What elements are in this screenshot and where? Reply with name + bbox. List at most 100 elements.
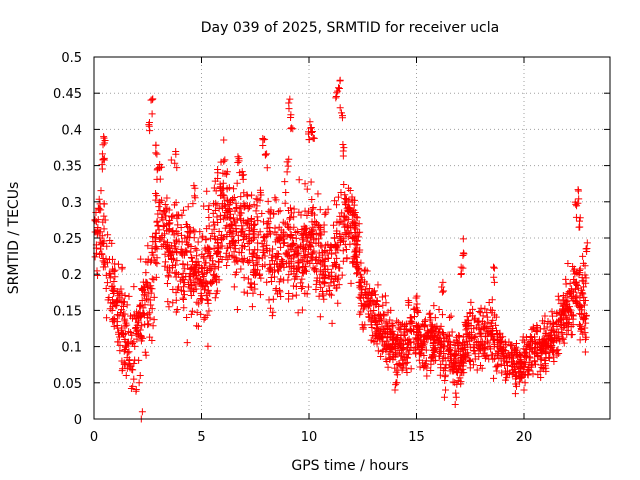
data-point (171, 261, 179, 269)
data-point (252, 195, 260, 203)
data-point (108, 307, 116, 315)
data-point (147, 96, 155, 104)
data-point (218, 200, 226, 208)
data-point (172, 289, 180, 297)
data-point (172, 308, 180, 316)
x-tick-label: 10 (301, 430, 318, 445)
data-point (573, 299, 581, 307)
data-point (160, 237, 168, 245)
data-point (554, 292, 562, 300)
data-point (421, 317, 429, 325)
data-point (227, 198, 235, 206)
data-point (502, 367, 510, 375)
data-point (150, 316, 158, 324)
data-point (233, 179, 241, 187)
data-point (243, 219, 251, 227)
data-point (281, 178, 289, 186)
data-point (425, 310, 433, 318)
data-point (318, 243, 326, 251)
data-point (187, 253, 195, 261)
data-point (529, 347, 537, 355)
data-point (455, 348, 463, 356)
data-point (146, 309, 154, 317)
data-point (353, 214, 361, 222)
data-point (235, 157, 243, 165)
data-point (121, 360, 129, 368)
data-point (327, 291, 335, 299)
data-point (406, 326, 414, 334)
data-point (267, 263, 275, 271)
data-point (211, 273, 219, 281)
data-point (169, 227, 177, 235)
data-point (137, 332, 145, 340)
data-point (134, 319, 142, 327)
data-point (190, 182, 198, 190)
data-point (283, 168, 291, 176)
data-point (559, 335, 567, 343)
data-point (97, 238, 105, 246)
data-point (311, 265, 319, 273)
data-point (227, 221, 235, 229)
data-point (130, 359, 138, 367)
data-point (300, 252, 308, 260)
data-point (490, 263, 498, 271)
data-point (194, 322, 202, 330)
data-point (330, 221, 338, 229)
data-point (382, 318, 390, 326)
data-point (284, 220, 292, 228)
data-point (99, 155, 107, 163)
data-point (376, 326, 384, 334)
data-point (550, 319, 558, 327)
data-point (148, 275, 156, 283)
data-point (266, 223, 274, 231)
data-point (180, 304, 188, 312)
data-point (484, 318, 492, 326)
data-point (446, 332, 454, 340)
data-point (197, 264, 205, 272)
data-point (172, 243, 180, 251)
data-point (430, 302, 438, 310)
data-point (581, 348, 589, 356)
data-point (164, 244, 172, 252)
data-point (335, 219, 343, 227)
data-point (101, 260, 109, 268)
data-point (312, 230, 320, 238)
data-point (141, 348, 149, 356)
data-point (227, 243, 235, 251)
data-point (290, 223, 298, 231)
data-point (533, 350, 541, 358)
data-point (521, 379, 529, 387)
data-point (237, 209, 245, 217)
data-point (437, 334, 445, 342)
data-point (438, 311, 446, 319)
data-point (167, 213, 175, 221)
data-point (542, 364, 550, 372)
data-point (472, 339, 480, 347)
data-point (510, 368, 518, 376)
data-point (221, 156, 229, 164)
data-point (223, 232, 231, 240)
data-point (315, 229, 323, 237)
data-point (208, 229, 216, 237)
data-point (308, 250, 316, 258)
data-point (301, 180, 309, 188)
data-point (237, 216, 245, 224)
data-point (156, 175, 164, 183)
data-point (473, 323, 481, 331)
data-point (147, 256, 155, 264)
data-point (575, 271, 583, 279)
data-point (98, 150, 106, 158)
data-point (229, 214, 237, 222)
data-point (574, 186, 582, 194)
data-point (200, 315, 208, 323)
data-point (437, 360, 445, 368)
data-point (263, 278, 271, 286)
data-point (532, 343, 540, 351)
data-point (148, 110, 156, 118)
data-point (357, 285, 365, 293)
data-point (303, 185, 311, 193)
data-point (297, 241, 305, 249)
data-point (554, 328, 562, 336)
data-point (275, 223, 283, 231)
data-point (542, 343, 550, 351)
